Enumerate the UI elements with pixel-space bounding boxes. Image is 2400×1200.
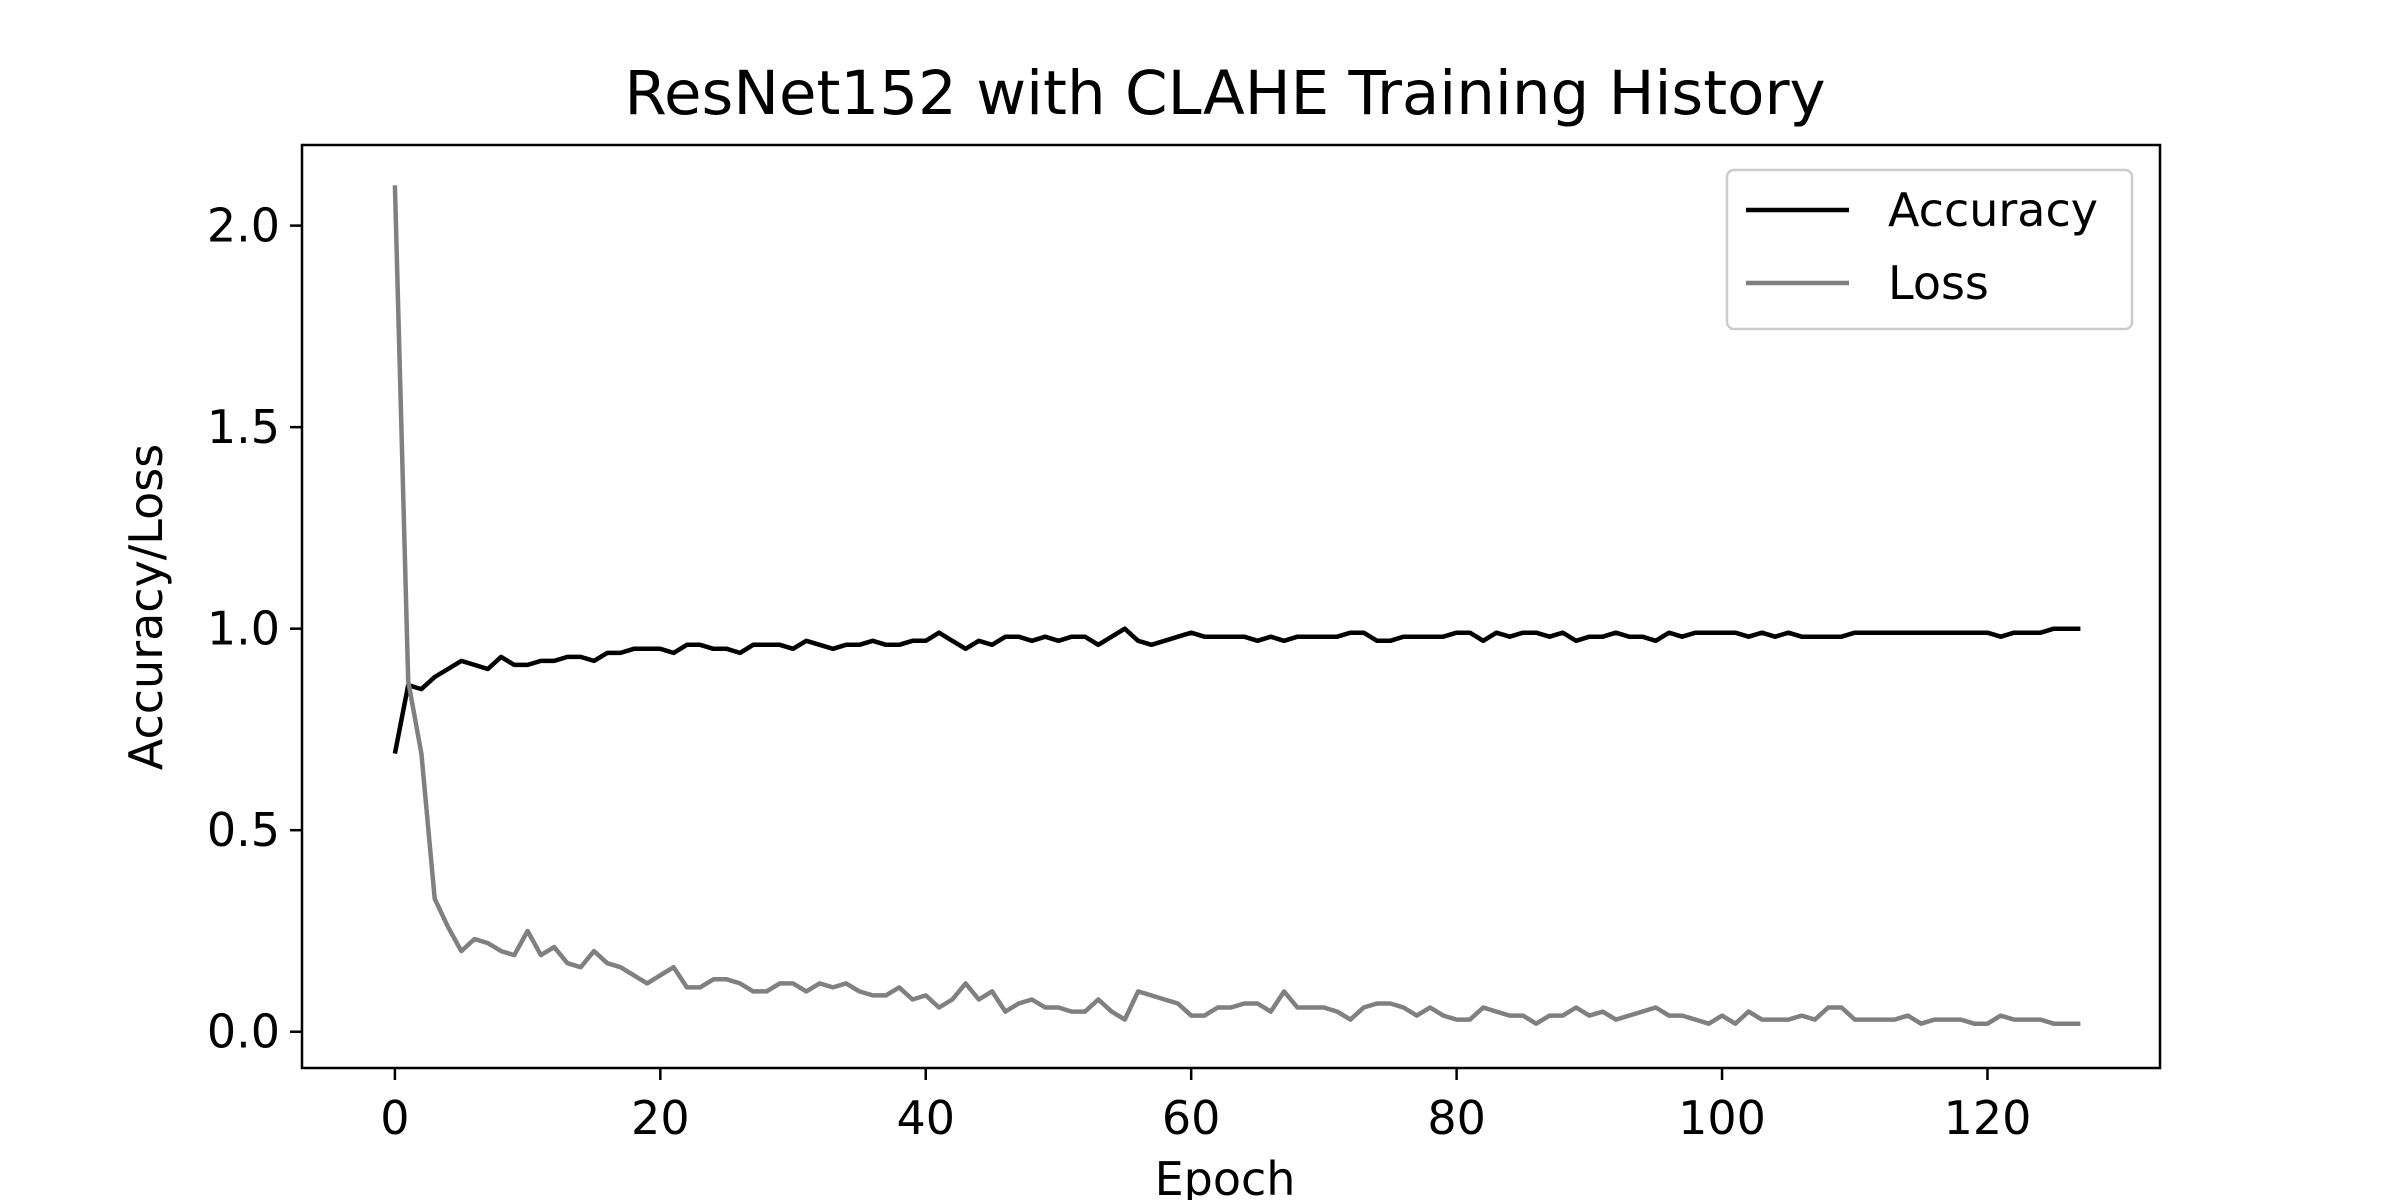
legend-label-loss: Loss (1888, 256, 1989, 310)
y-tick-label: 0.0 (207, 1005, 280, 1059)
y-tick-label: 0.5 (207, 803, 280, 857)
x-tick-label: 0 (380, 1091, 409, 1145)
series-line-loss (392, 185, 2081, 1026)
y-tick-label: 1.5 (207, 400, 280, 454)
axes-frame (300, 143, 2162, 1070)
legend-label-accuracy: Accuracy (1888, 183, 2098, 237)
y-axis-label: Accuracy/Loss (119, 444, 173, 770)
y-tick-label: 2.0 (207, 199, 280, 253)
legend: Accuracy Loss (1725, 168, 2134, 331)
x-tick-label: 60 (1162, 1091, 1221, 1145)
x-tick-label: 120 (1944, 1091, 2032, 1145)
chart-title: ResNet152 with CLAHE Training History (624, 58, 1825, 129)
plot-area (392, 185, 2081, 1026)
axes: 0 20 40 60 80 100 120 0.0 0.5 1.0 1.5 2.0 (207, 143, 2162, 1145)
x-axis-label: Epoch (1155, 1152, 1296, 1200)
x-tick-label: 80 (1427, 1091, 1486, 1145)
x-tick-label: 40 (896, 1091, 955, 1145)
x-tick-label: 20 (631, 1091, 690, 1145)
x-tick-label: 100 (1678, 1091, 1766, 1145)
y-tick-label: 1.0 (207, 602, 280, 656)
series-line-accuracy (392, 626, 2081, 755)
